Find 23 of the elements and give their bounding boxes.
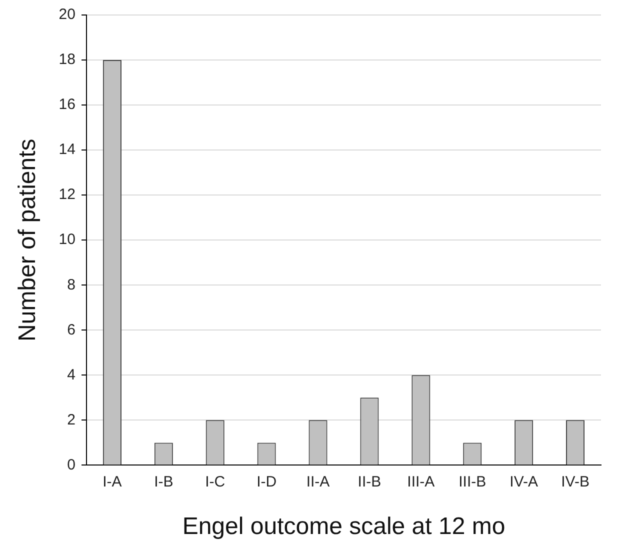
y-tick-label: 6 xyxy=(67,321,76,338)
y-tick-label: 12 xyxy=(58,186,76,204)
y-tick-label: 10 xyxy=(58,231,76,248)
x-tick-label: IV-A xyxy=(510,473,538,490)
y-tick-label: 18 xyxy=(58,51,76,68)
y-tick-label: 2 xyxy=(67,411,76,428)
x-tick-label: III-B xyxy=(458,473,486,490)
x-tick-label: IV-B xyxy=(561,473,590,490)
x-tick-label: I-C xyxy=(205,473,226,490)
x-tick-label: III-A xyxy=(407,473,435,490)
y-tick-label: 0 xyxy=(67,456,76,474)
y-tick-label: 4 xyxy=(67,366,76,384)
x-axis-title: Engel outcome scale at 12 mo xyxy=(182,513,506,540)
y-tick-label: 8 xyxy=(67,276,76,294)
x-tick-label: II-A xyxy=(306,473,330,490)
x-tick-label: II-B xyxy=(358,473,382,490)
y-tick-label: 14 xyxy=(58,141,76,158)
x-tick-label: I-B xyxy=(154,473,174,490)
x-tick-label: I-D xyxy=(256,473,277,490)
y-tick-label: 16 xyxy=(58,96,76,114)
y-axis-title: Number of patients xyxy=(14,138,42,342)
x-tick-label: I-A xyxy=(102,473,122,490)
y-tick-label: 20 xyxy=(58,6,76,24)
